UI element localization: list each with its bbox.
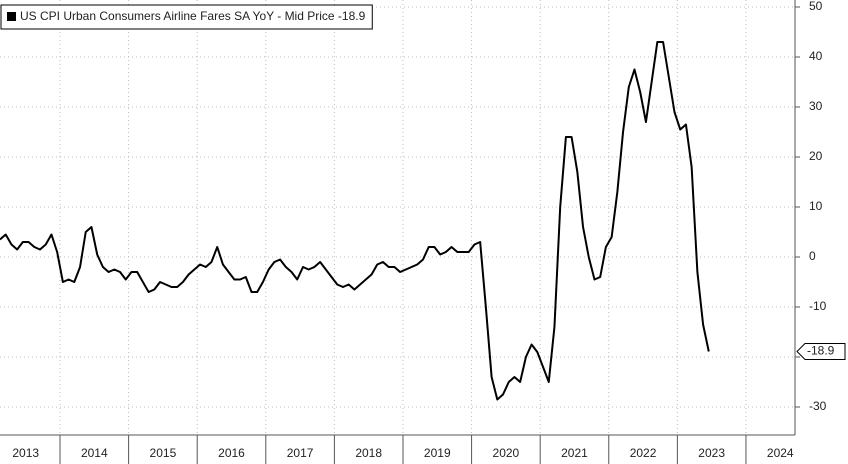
x-tick-label: 2014 [81, 446, 108, 460]
y-tick-label: 0 [809, 249, 816, 263]
legend-box [0, 4, 373, 30]
x-tick-label: 2024 [767, 446, 794, 460]
legend-swatch [7, 12, 16, 21]
y-tick-label: 50 [809, 0, 823, 13]
series-line [0, 41, 710, 401]
last-value-box [796, 343, 846, 360]
last-value-label: -18.9 [807, 344, 835, 358]
legend-label: US CPI Urban Consumers Airline Fares SA … [20, 9, 366, 23]
y-tick-label: 10 [809, 199, 823, 213]
x-tick-label: 2020 [493, 446, 520, 460]
x-tick-label: 2022 [630, 446, 657, 460]
x-tick-label: 2017 [287, 446, 314, 460]
legend: US CPI Urban Consumers Airline Fares SA … [0, 4, 373, 30]
x-tick-label: 2016 [218, 446, 245, 460]
x-tick-label: 2018 [355, 446, 382, 460]
x-tick-label: 2019 [424, 446, 451, 460]
last-value-tag: -18.9 [796, 343, 846, 360]
y-tick-label: 20 [809, 149, 823, 163]
x-tick-label: 2015 [150, 446, 177, 460]
x-tick-label: 2013 [12, 446, 39, 460]
y-tick-label: -30 [809, 399, 827, 413]
y-tick-label: 30 [809, 99, 823, 113]
x-tick-label: 2021 [561, 446, 588, 460]
y-tick-label: 40 [809, 49, 823, 63]
x-tick-label: 2023 [698, 446, 725, 460]
y-tick-label: -10 [809, 299, 827, 313]
